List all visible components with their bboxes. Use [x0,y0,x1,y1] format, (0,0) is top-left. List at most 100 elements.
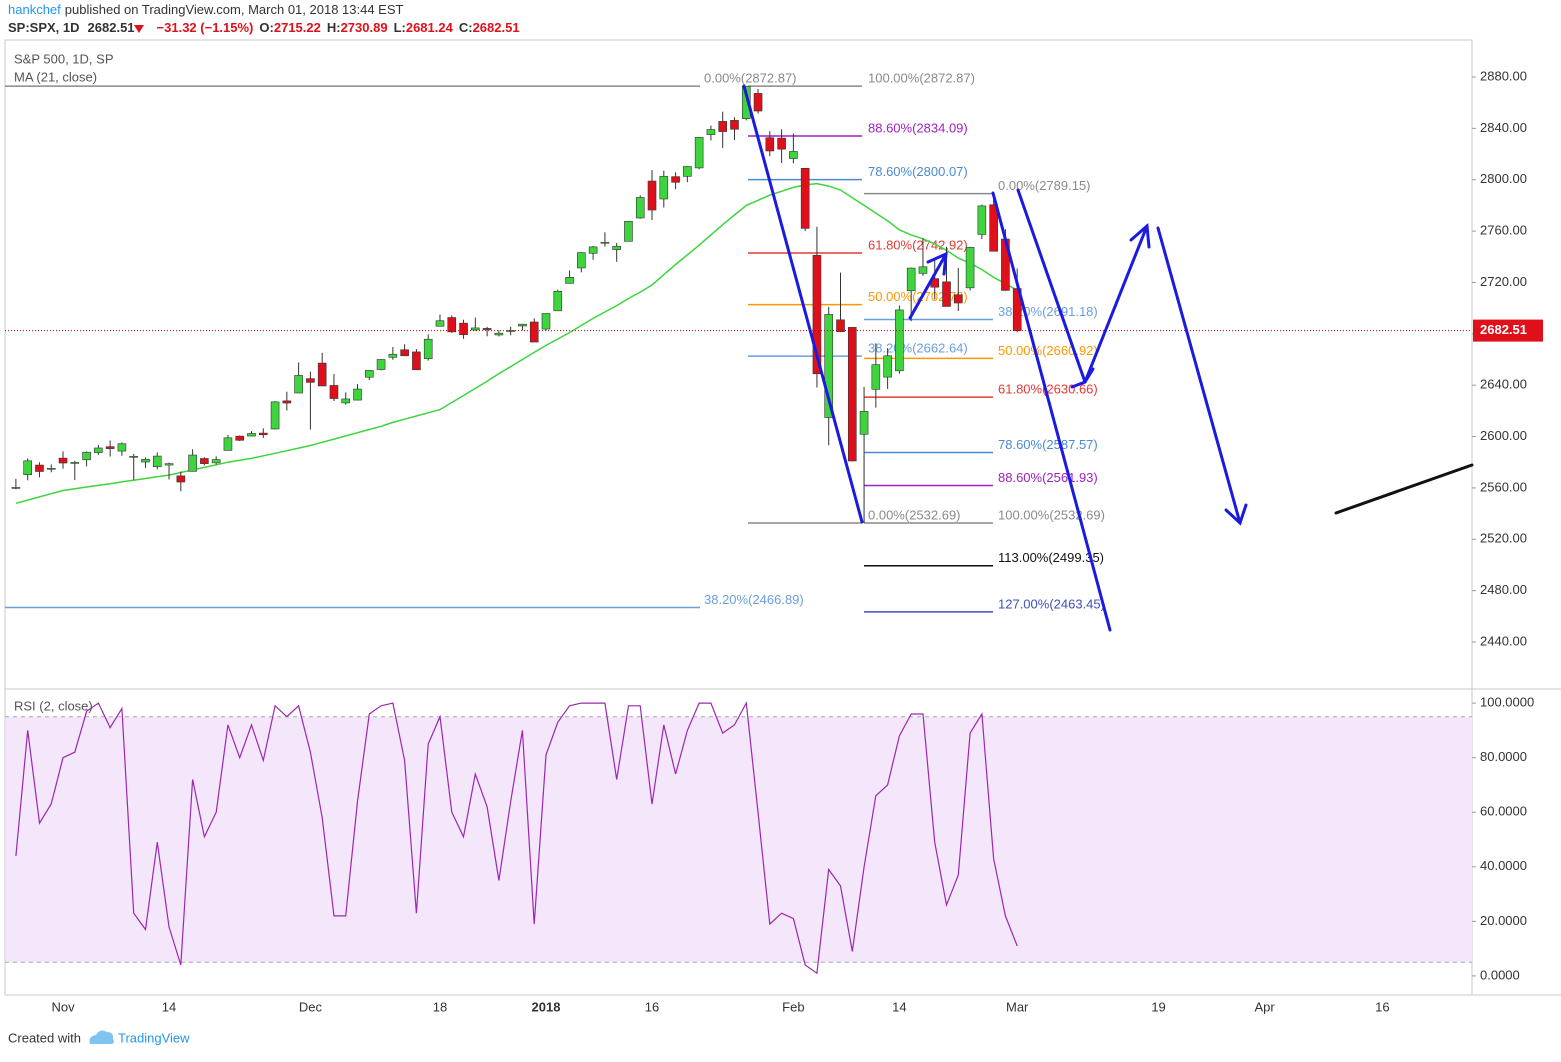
y-tick-label: 60.0000 [1480,804,1527,819]
x-tick-label: Feb [782,999,804,1014]
arrow [1016,188,1087,384]
y-tick-label: 2440.00 [1480,633,1527,648]
x-tick-label: Nov [51,999,75,1014]
candle-body [541,313,551,330]
candle-body [270,401,280,430]
fib-label: 100.00%(2872.87) [868,71,975,86]
candle-body [671,176,680,183]
x-tick-label: 16 [1375,999,1389,1014]
fib-label: 0.00%(2789.15) [998,178,1091,193]
drawings [742,84,1474,632]
candle-body [364,370,374,378]
rsi-line [15,701,1018,975]
ohlc-label: H: [327,20,341,35]
fib-label: 78.60%(2587.57) [998,437,1098,452]
candle-body [388,353,398,358]
candle-body [647,180,657,211]
x-tick-label: 14 [892,999,906,1014]
candle-body [400,349,409,357]
candle-body [46,467,56,470]
symbol: SP:SPX, 1D [8,20,80,35]
candle-body [730,120,739,130]
change: −31.32 (−1.15%) [157,20,254,35]
candle-body [152,455,162,468]
candle-body [965,247,975,289]
candle-body [317,362,327,387]
candle-body [765,137,775,152]
y-tick-label: 2480.00 [1480,582,1527,597]
x-tick-label: 14 [162,999,176,1014]
candle-body [471,327,480,331]
fib-label: 0.00%(2872.87) [704,71,797,86]
candle-body [553,291,563,312]
candle-body [683,166,692,177]
x-tick-label: 2018 [532,999,561,1014]
y-tick-label: 0.0000 [1480,967,1520,982]
candle-body [588,246,598,254]
y-tick-label: 20.0000 [1480,913,1527,928]
candle-body [883,355,892,378]
x-tick-label: 16 [645,999,659,1014]
ohlc-value: 2681.24 [406,20,454,35]
fib-label: 88.60%(2561.93) [998,470,1098,485]
ohlc-value: 2682.51 [473,20,520,35]
ma-label: MA (21, close) [14,69,97,84]
ohlc-label: L: [394,20,406,35]
candle-body [565,277,574,284]
candle-body [942,281,951,307]
candle-body [435,320,445,327]
candle-body [989,204,998,252]
candle-body [518,323,527,327]
candle-body [211,459,221,464]
ma-line [15,182,1018,505]
fib-label: 88.60%(2834.09) [868,120,968,135]
candle-body [35,464,44,472]
trend-line [1334,463,1474,515]
candle-body [94,447,103,453]
y-tick-label: 2880.00 [1480,68,1527,83]
candle-body [859,411,869,435]
ohlc-value: 2730.89 [341,20,388,35]
rsi-title: RSI (2, close) [14,698,93,713]
fib-label: 38.20%(2466.89) [704,592,804,607]
x-tick-label: Dec [299,999,323,1014]
arrow [1156,226,1242,525]
ohlc: O:2715.22 H:2730.89 L:2681.24 C:2682.51 [259,20,519,35]
candle-body [624,221,633,242]
candle-body [58,457,68,464]
candle-body [176,475,186,483]
candle-body [82,451,91,461]
candle-body [812,255,822,375]
pane-title: S&P 500, 1D, SP [14,51,114,66]
candle-body [423,338,433,360]
candle-body [659,176,669,200]
y-tick-label: 2720.00 [1480,274,1527,289]
footer-created: Created with [8,1030,81,1045]
fib-label: 78.60%(2800.07) [868,164,968,179]
ohlc-value: 2715.22 [274,20,321,35]
candle-body [836,319,845,332]
candle-body [718,121,728,132]
arrow-head [1129,222,1151,249]
candle-body [777,137,786,150]
candle-body [918,266,928,274]
last-price-label: 2682.51 [1480,322,1527,337]
candle-body [188,454,197,472]
publish-line: hankchef published on TradingView.com, Ma… [8,2,404,17]
candle-body [506,330,515,332]
footer-brand: TradingView [118,1030,190,1045]
candle-body [412,351,421,371]
down-arrow-icon [134,25,144,33]
candle-body [200,458,209,464]
y-tick-label: 100.0000 [1480,695,1534,710]
candle-body [447,317,457,333]
candle-body [11,487,21,489]
candle-body [789,151,798,159]
candle-body [895,309,904,372]
candle-body [529,321,539,343]
y-tick-label: 40.0000 [1480,858,1527,873]
candle-body [141,458,150,463]
candle-body [282,400,292,404]
candle-body [129,456,138,458]
